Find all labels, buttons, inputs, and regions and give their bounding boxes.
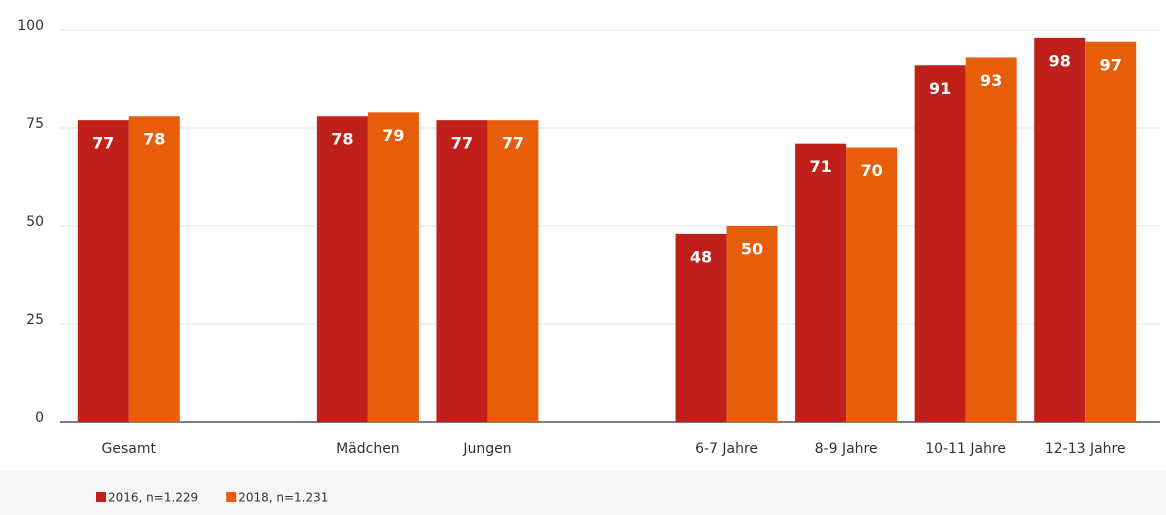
x-tick-label: 12-13 Jahre <box>1045 441 1126 457</box>
bar <box>487 120 539 422</box>
bar <box>128 116 180 423</box>
data-label: 93 <box>980 71 1002 90</box>
x-tick-label: 8-9 Jahre <box>815 441 878 457</box>
y-tick-label: 0 <box>35 410 44 426</box>
x-tick-label: Gesamt <box>102 441 157 457</box>
data-label: 98 <box>1049 51 1071 70</box>
data-label: 71 <box>809 157 831 176</box>
legend-label: 2018, n=1.231 <box>238 491 328 505</box>
bar <box>1085 41 1137 422</box>
bar <box>846 147 898 422</box>
legend-swatch <box>96 492 106 502</box>
data-label: 91 <box>929 79 951 98</box>
bar <box>965 57 1017 422</box>
bar <box>675 233 727 422</box>
y-tick-label: 75 <box>26 116 44 132</box>
y-tick-label: 100 <box>17 18 44 34</box>
data-label: 77 <box>502 134 524 153</box>
data-label: 79 <box>382 126 404 145</box>
data-label: 77 <box>451 134 473 153</box>
bar <box>316 116 368 423</box>
data-label: 97 <box>1100 55 1122 74</box>
bar <box>1034 37 1086 423</box>
bar <box>795 143 847 422</box>
bar <box>914 65 966 422</box>
bar <box>726 226 778 422</box>
data-label: 78 <box>143 130 165 149</box>
bar <box>77 120 129 422</box>
bar <box>436 120 488 422</box>
data-label: 50 <box>741 240 763 259</box>
data-label: 70 <box>860 161 882 180</box>
x-tick-label: Mädchen <box>336 441 400 457</box>
data-label: 77 <box>92 134 114 153</box>
x-tick-label: Jungen <box>462 441 511 457</box>
y-tick-label: 50 <box>26 214 44 230</box>
data-label: 78 <box>331 130 353 149</box>
x-tick-label: 10-11 Jahre <box>925 441 1006 457</box>
bar <box>367 112 419 422</box>
legend-swatch <box>226 492 237 502</box>
x-tick-label: 6-7 Jahre <box>695 441 758 457</box>
y-tick-label: 25 <box>26 312 44 328</box>
data-label: 48 <box>690 247 712 266</box>
legend-label: 2016, n=1.229 <box>108 491 198 505</box>
